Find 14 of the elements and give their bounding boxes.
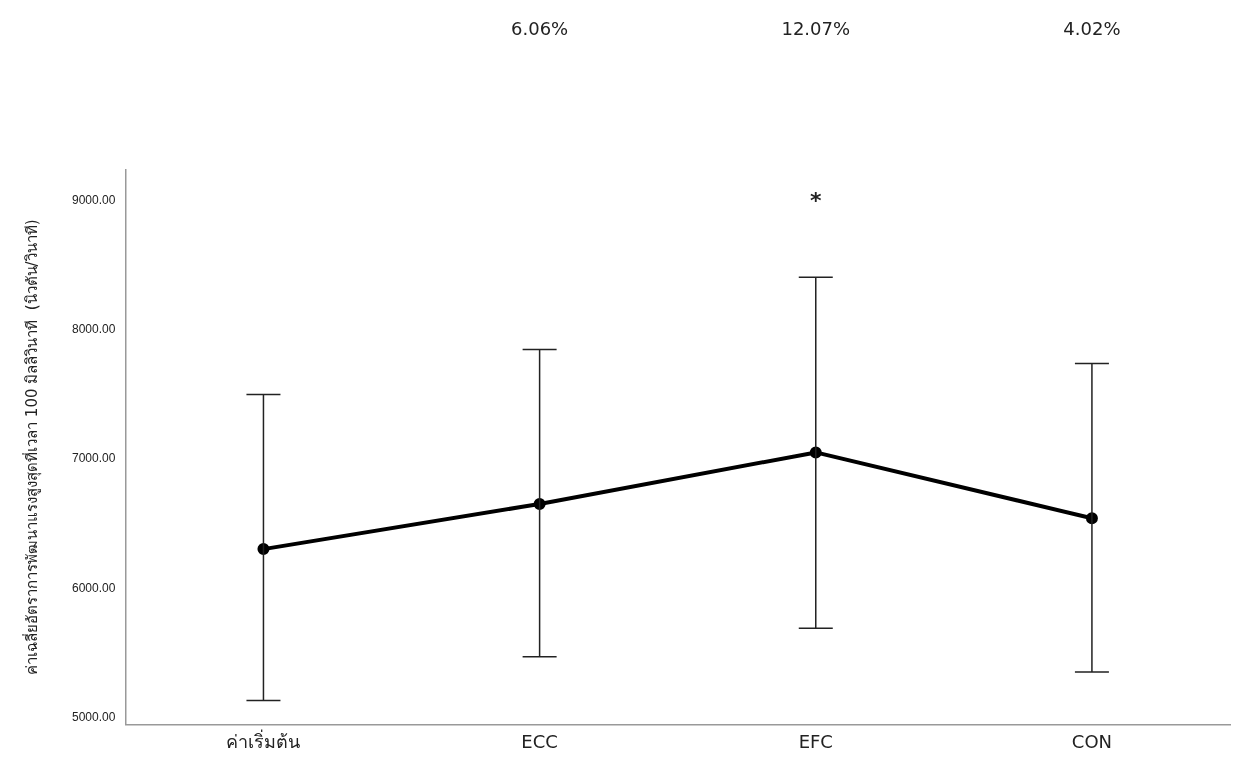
x-tick-label: ค่าเริ่มต้น [226, 728, 301, 752]
x-tick-label: CON [1071, 730, 1113, 752]
y-tick-label: 5000.00 [71, 709, 116, 724]
y-tick-label: 8000.00 [71, 322, 116, 337]
text: 12.07% [781, 17, 851, 39]
y-axis-title: ค่าเฉลี่ยอัตราการพัฒนาแรงสูงสุดที่เวลา 100 มิลลิวินาที (นิวตัน/วินาที) [20, 219, 42, 675]
x-tick-label: ECC [521, 730, 558, 752]
y-tick-label: 6000.00 [71, 580, 116, 595]
y-tick-label: 7000.00 [71, 451, 116, 466]
x-tick-label: EFC [798, 730, 833, 752]
text: 6.06% [511, 17, 569, 39]
text: 4.02% [1063, 17, 1121, 39]
annotation: * [810, 187, 823, 213]
y-tick-label: 9000.00 [71, 193, 116, 208]
